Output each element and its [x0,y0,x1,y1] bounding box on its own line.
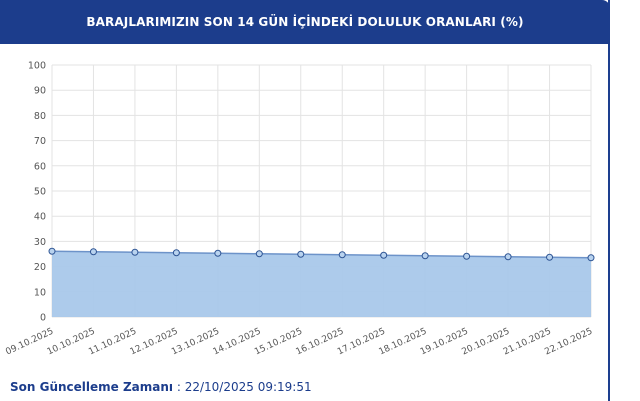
chart-title: BARAJLARIMIZIN SON 14 GÜN İÇİNDEKİ DOLUL… [86,15,524,29]
y-tick-label: 20 [34,262,46,273]
data-point [380,251,388,259]
card-header: BARAJLARIMIZIN SON 14 GÜN İÇİNDEKİ DOLUL… [0,0,610,44]
y-tick-label: 10 [34,287,46,298]
data-point [172,249,180,257]
data-point [463,252,471,260]
area-layer [51,250,592,317]
last-update: Son Güncelleme Zamanı : 22/10/2025 09:19… [10,380,312,394]
data-point [421,252,429,260]
data-point [338,251,346,259]
data-point [48,247,56,255]
data-point [546,253,554,261]
y-tick-label: 70 [34,136,46,147]
data-point [89,248,97,256]
data-point [131,248,139,256]
data-markers [48,247,595,262]
last-update-value: 22/10/2025 09:19:51 [184,380,312,394]
y-tick-label: 30 [34,237,46,248]
last-update-separator: : [173,380,185,394]
y-tick-label: 80 [34,111,46,122]
series-area [52,251,591,317]
y-tick-label: 40 [34,212,46,223]
data-point [255,250,263,258]
dam-levels-card: BARAJLARIMIZIN SON 14 GÜN İÇİNDEKİ DOLUL… [0,0,610,401]
last-update-label: Son Güncelleme Zamanı [10,380,174,394]
y-axis-tick-labels: 0 10 20 30 40 50 60 70 80 90 100 [28,61,46,324]
y-tick-label: 50 [34,187,46,198]
y-tick-label: 100 [28,61,46,72]
data-point [297,250,305,258]
series-line [51,250,592,259]
y-tick-label: 90 [34,86,46,97]
y-tick-label: 0 [40,313,46,324]
y-tick-label: 60 [34,161,46,172]
x-tick-label: 22.10.2025 [543,327,594,358]
data-point [214,249,222,257]
data-point [504,253,512,261]
x-axis-tick-labels: 09.10.202510.10.202511.10.202512.10.2025… [4,327,594,358]
dam-levels-chart: 0 10 20 30 40 50 60 70 80 90 100 09.10.202510.10.2… [4,61,595,358]
data-point [587,254,595,262]
